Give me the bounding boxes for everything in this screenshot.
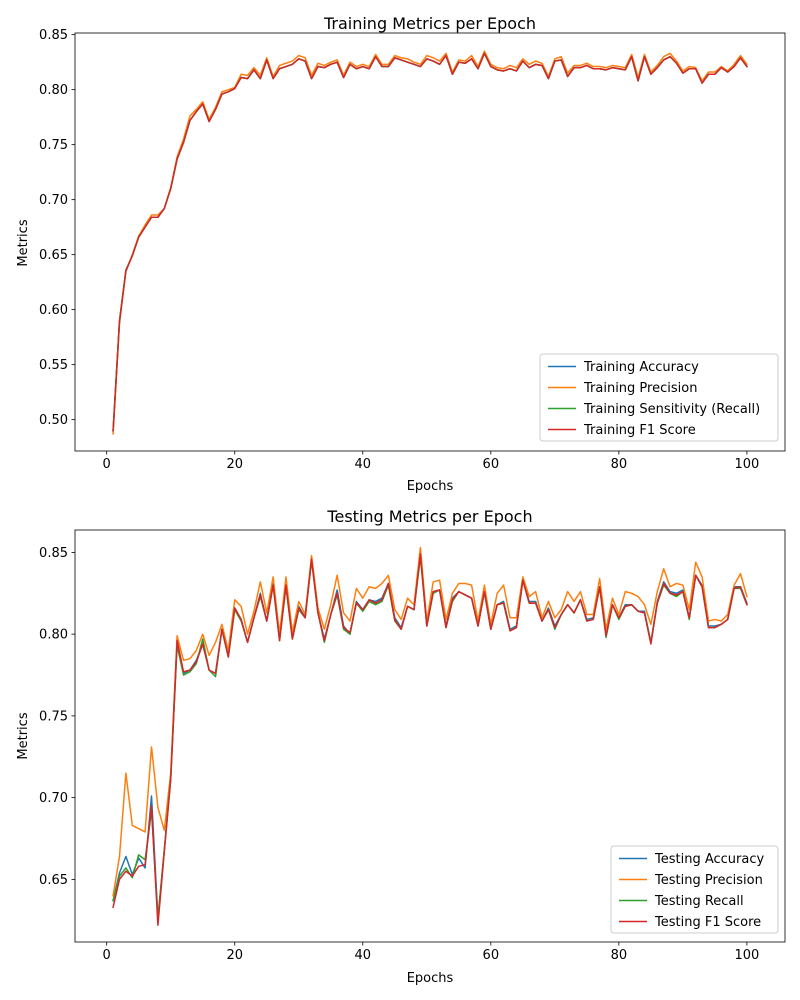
chart-title: Testing Metrics per Epoch [326, 507, 532, 526]
chart-title: Training Metrics per Epoch [323, 14, 536, 33]
y-axis-label: Metrics [16, 219, 31, 266]
y-tick-label: 0.75 [39, 138, 68, 153]
testing-metrics-chart: Testing Metrics per Epoch Epochs Metrics… [16, 507, 786, 986]
y-tick-label: 0.50 [39, 413, 68, 428]
x-tick-label: 100 [734, 457, 759, 472]
x-tick-label: 0 [103, 948, 111, 963]
legend-label: Testing Precision [654, 873, 763, 888]
x-tick-label: 0 [103, 457, 111, 472]
x-tick-label: 40 [355, 457, 372, 472]
legend-box [539, 353, 779, 442]
x-tick-label: 20 [226, 948, 243, 963]
legend-label: Training Precision [583, 381, 697, 396]
legend-label: Training Sensitivity (Recall) [583, 402, 760, 417]
x-axis-label: Epochs [407, 971, 454, 986]
series-line [112, 553, 748, 926]
y-tick-label: 0.70 [39, 791, 68, 806]
y-tick-label: 0.55 [39, 358, 68, 373]
y-axis-label: Metrics [16, 712, 31, 759]
x-axis-label: Epochs [407, 479, 454, 494]
y-tick-label: 0.65 [39, 248, 68, 263]
x-tick-label: 20 [226, 457, 243, 472]
series-line [112, 52, 748, 432]
legend-box [610, 845, 779, 934]
legend-label: Training F1 Score [583, 423, 696, 438]
series-line [112, 546, 748, 897]
x-tick-label: 40 [355, 948, 372, 963]
x-tick-label: 80 [611, 948, 628, 963]
y-tick-label: 0.65 [39, 873, 68, 888]
y-tick-label: 0.80 [39, 83, 68, 98]
legend: Training Accuracy Training Precision Train… [539, 353, 779, 442]
plot-frame [74, 32, 786, 452]
y-tick-label: 0.60 [39, 303, 68, 318]
training-metrics-chart: Training Metrics per Epoch Epochs Metric… [16, 14, 786, 494]
legend-label: Testing Accuracy [654, 852, 764, 867]
x-tick-label: 80 [611, 457, 628, 472]
y-tick-label: 0.85 [39, 546, 68, 561]
legend: Testing Accuracy Testing Precision Testing… [610, 845, 779, 934]
y-tick-label: 0.75 [39, 709, 68, 724]
legend-label: Training Accuracy [583, 360, 699, 375]
legend-label: Testing Recall [654, 894, 744, 909]
y-tick-label: 0.70 [39, 193, 68, 208]
x-tick-label: 60 [483, 457, 500, 472]
y-tick-label: 0.85 [39, 28, 68, 43]
x-tick-label: 60 [483, 948, 500, 963]
y-tick-label: 0.80 [39, 628, 68, 643]
legend-label: Testing F1 Score [654, 915, 761, 930]
plot-frame [74, 529, 786, 943]
x-tick-label: 100 [734, 948, 759, 963]
